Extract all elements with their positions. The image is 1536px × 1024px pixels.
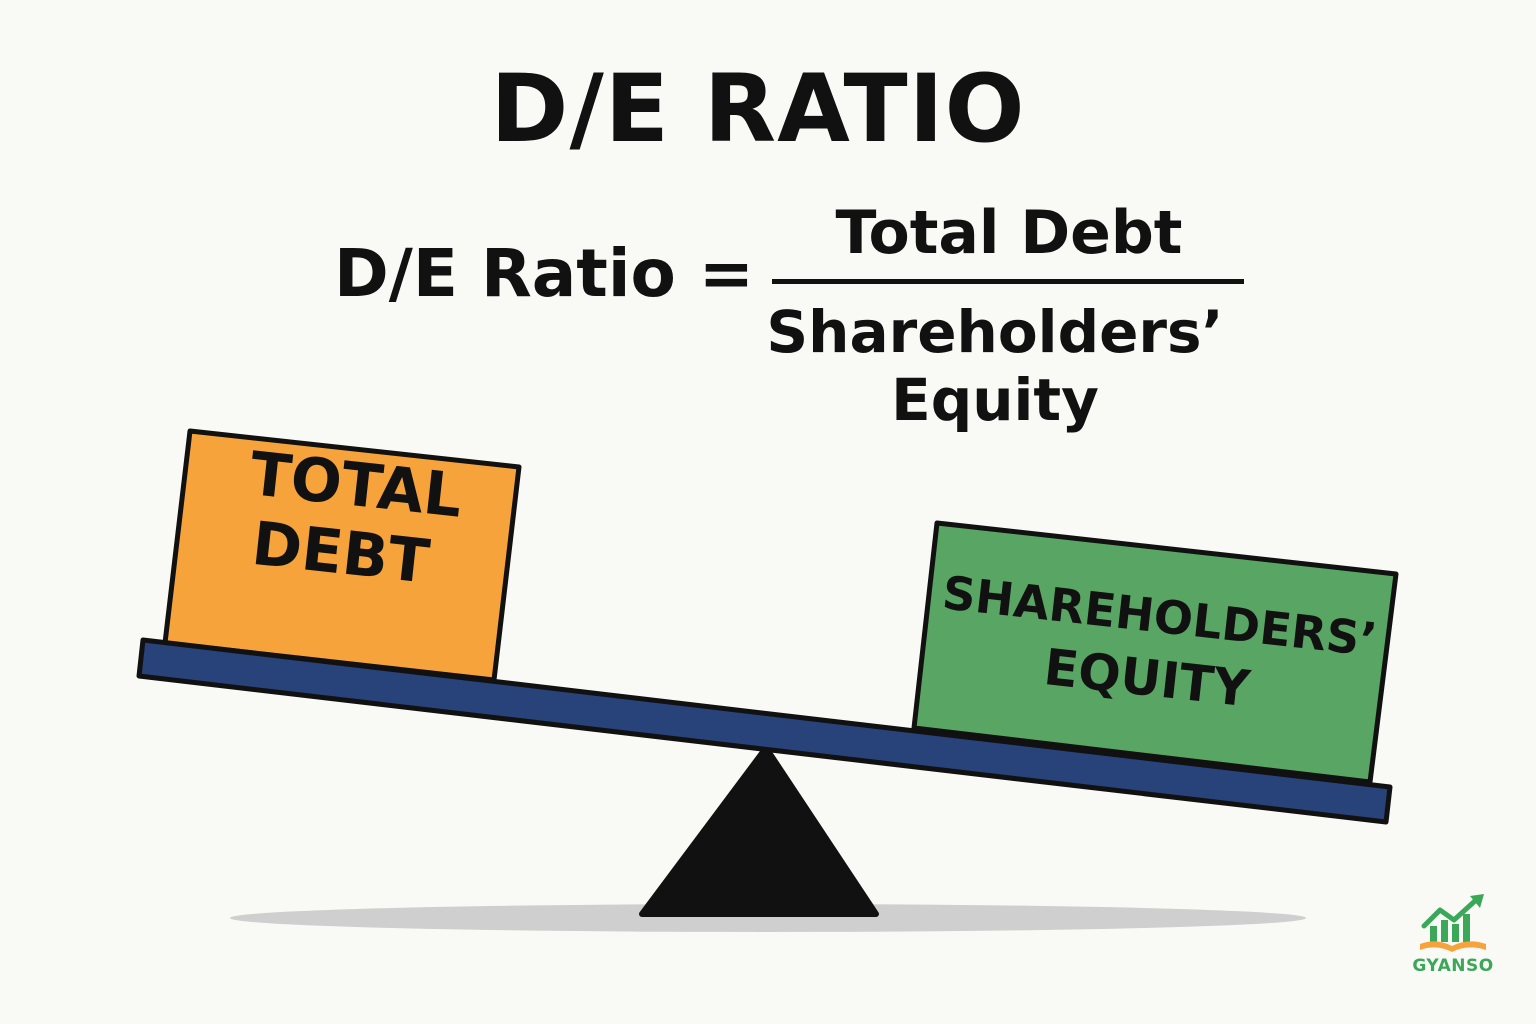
formula-numerator: Total Debt	[835, 198, 1183, 268]
formula-lhs: D/E Ratio =	[334, 235, 755, 312]
shareholders-equity-box-shape	[911, 520, 1399, 785]
page-title: D/E RATIO	[490, 55, 1026, 164]
shareholders-equity-box: SHAREHOLDERS’ EQUITY	[911, 520, 1399, 785]
total-debt-box: TOTAL DEBT	[162, 428, 522, 683]
denominator-line-2: Equity	[891, 366, 1099, 435]
logo-text: GYANSO	[1412, 956, 1494, 976]
fulcrum-triangle	[639, 745, 879, 917]
fraction-bar	[772, 279, 1244, 284]
ground-shadow	[230, 904, 1306, 932]
formula-denominator: Shareholders’ Equity	[740, 298, 1250, 435]
growth-chart-book-icon	[1420, 894, 1486, 952]
denominator-line-1: Shareholders’	[766, 298, 1224, 366]
gyanso-logo: GYANSO	[1410, 892, 1496, 982]
seesaw-beam	[136, 637, 1393, 825]
